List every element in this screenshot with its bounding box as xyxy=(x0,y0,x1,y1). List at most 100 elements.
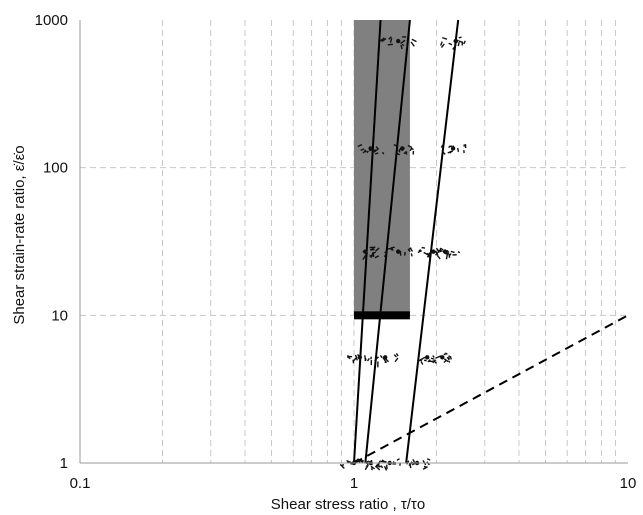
data-mark xyxy=(387,247,393,250)
data-mark xyxy=(426,458,431,461)
data-mark xyxy=(379,37,385,42)
data-mark xyxy=(446,249,450,253)
data-mark xyxy=(432,359,437,363)
data-cluster xyxy=(362,246,380,261)
data-point xyxy=(440,355,445,360)
fit-line xyxy=(353,19,382,464)
data-mark xyxy=(442,36,448,40)
data-point xyxy=(442,249,448,254)
data-mark xyxy=(395,353,399,357)
data-point xyxy=(396,249,401,254)
data-mark xyxy=(401,43,405,46)
data-mark xyxy=(420,361,424,365)
data-cluster xyxy=(383,246,414,258)
x-axis-title: Shear stress ratio , τ/τo xyxy=(271,496,425,513)
data-mark xyxy=(449,355,452,360)
data-mark xyxy=(440,144,444,148)
data-mark xyxy=(410,41,415,47)
threshold-bar xyxy=(354,311,410,320)
y-axis-title: Shear strain-rate ratio, ε̇/ε̇o xyxy=(11,145,28,324)
data-mark xyxy=(374,152,379,155)
data-cluster xyxy=(379,36,417,50)
axes-group xyxy=(79,20,628,464)
data-mark xyxy=(439,41,443,46)
data-mark xyxy=(383,252,388,258)
data-mark xyxy=(456,147,460,152)
data-cluster xyxy=(346,354,370,364)
data-point xyxy=(368,146,373,151)
y-tick-label: 10 xyxy=(51,307,68,324)
data-mark xyxy=(394,357,399,363)
data-mark xyxy=(440,43,445,48)
data-mark xyxy=(448,42,453,46)
data-point xyxy=(396,38,401,44)
data-cluster xyxy=(439,36,466,50)
data-mark xyxy=(395,151,401,156)
data-mark xyxy=(366,460,370,463)
data-mark xyxy=(400,39,406,45)
data-mark xyxy=(364,355,367,362)
data-mark xyxy=(400,44,403,50)
x-tick-label: 10 xyxy=(620,475,637,492)
data-mark xyxy=(417,358,422,363)
data-mark xyxy=(435,355,442,359)
data-mark xyxy=(398,149,401,153)
data-mark xyxy=(358,458,364,464)
shaded-band-group xyxy=(354,20,410,320)
data-cluster xyxy=(417,355,438,365)
data-mark xyxy=(452,44,457,50)
shaded-band xyxy=(354,20,410,316)
data-mark xyxy=(383,465,388,471)
data-mark xyxy=(365,465,369,468)
data-mark xyxy=(407,248,411,253)
data-mark xyxy=(396,458,400,461)
data-mark xyxy=(406,460,410,465)
data-mark xyxy=(446,356,450,360)
data-mark xyxy=(370,252,374,259)
data-mark xyxy=(432,355,435,358)
data-mark xyxy=(346,459,353,464)
data-mark xyxy=(393,354,397,358)
data-clusters-group xyxy=(339,36,467,471)
data-mark xyxy=(375,466,381,471)
data-mark xyxy=(450,250,455,254)
fit-line xyxy=(405,19,460,464)
data-mark xyxy=(410,253,413,257)
data-mark xyxy=(366,150,369,154)
data-point xyxy=(363,249,368,254)
data-mark xyxy=(434,250,439,256)
data-mark xyxy=(390,246,395,249)
data-mark xyxy=(389,38,393,43)
data-mark xyxy=(443,359,448,363)
data-mark xyxy=(403,251,406,256)
data-point xyxy=(357,355,363,360)
data-mark xyxy=(360,148,365,152)
data-mark xyxy=(410,147,414,151)
data-mark xyxy=(463,40,466,45)
data-point xyxy=(383,355,388,360)
data-mark xyxy=(375,247,380,252)
data-mark xyxy=(384,250,388,254)
data-mark xyxy=(364,149,367,153)
fit-lines-group xyxy=(353,19,629,464)
data-point xyxy=(453,38,458,44)
data-mark xyxy=(423,359,427,362)
dashed-reference-line xyxy=(353,314,629,464)
data-mark xyxy=(441,150,446,155)
data-mark xyxy=(352,356,358,363)
data-point xyxy=(425,355,430,360)
data-mark xyxy=(353,458,360,463)
data-mark xyxy=(364,466,368,471)
data-mark xyxy=(380,465,384,469)
data-point xyxy=(431,249,436,254)
data-mark xyxy=(379,354,383,359)
data-cluster xyxy=(357,143,385,155)
data-mark xyxy=(407,144,413,149)
data-mark xyxy=(435,247,441,253)
data-mark xyxy=(362,254,367,261)
data-cluster xyxy=(370,353,399,368)
data-mark xyxy=(373,149,377,153)
data-mark xyxy=(366,357,370,362)
